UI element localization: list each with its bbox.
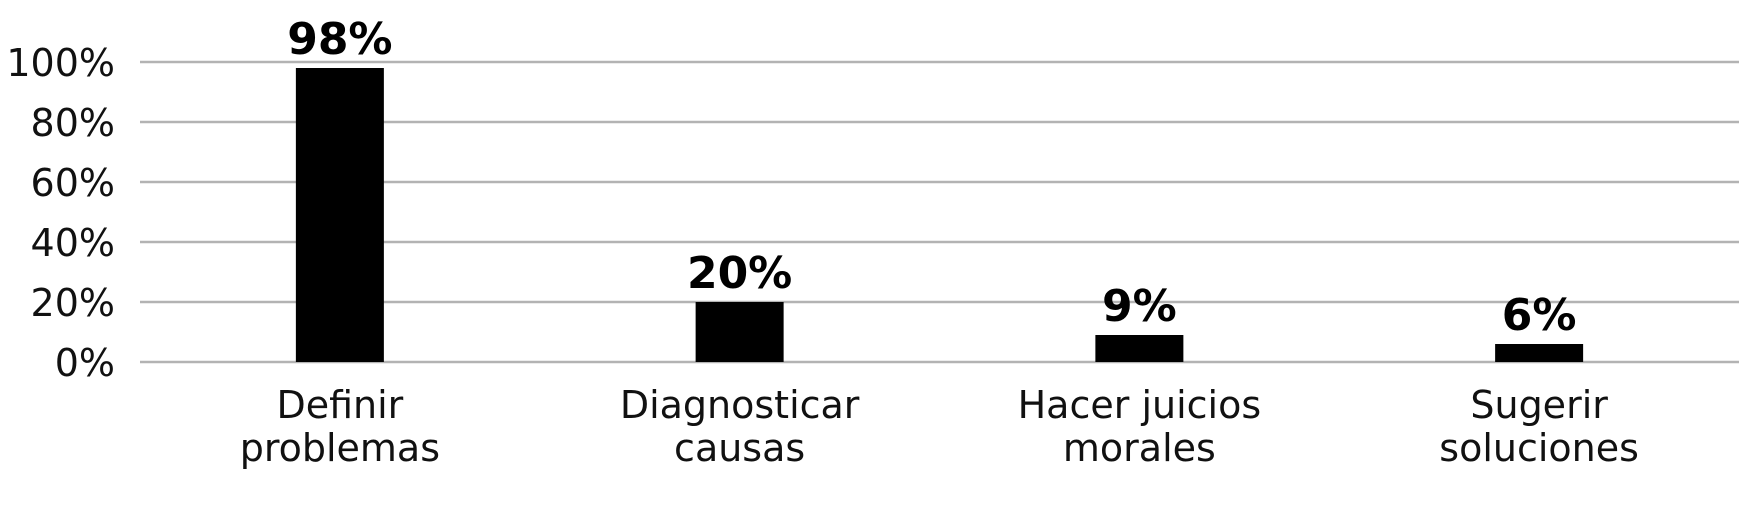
y-tick-label: 20% (31, 281, 115, 325)
x-tick-label: Hacer juicios (1018, 383, 1262, 427)
gridlines (140, 60, 1739, 364)
data-label: 98% (287, 14, 392, 65)
bar (1495, 344, 1584, 362)
y-tick-label: 40% (31, 221, 115, 265)
y-tick-label: 80% (31, 101, 115, 145)
bar (1095, 335, 1184, 362)
x-tick-label: causas (674, 426, 805, 470)
bars (295, 68, 1584, 362)
y-axis-tick-labels: 0% 20% 40% 60% 80% 100% (6, 41, 115, 385)
bar (695, 302, 784, 362)
x-tick-label: Definir (276, 383, 403, 427)
y-tick-label: 0% (55, 341, 115, 385)
x-tick-label: Diagnosticar (620, 383, 860, 427)
x-tick-label: Sugerir (1470, 383, 1608, 427)
data-label: 6% (1502, 290, 1577, 341)
x-tick-label: soluciones (1439, 426, 1639, 470)
x-tick-label: problemas (240, 426, 440, 470)
data-labels: 98% 20% 9% 6% (287, 14, 1576, 341)
y-tick-label: 60% (31, 161, 115, 205)
y-tick-label: 100% (6, 41, 115, 85)
data-label: 20% (687, 248, 792, 299)
data-label: 9% (1102, 281, 1177, 332)
bar (295, 68, 384, 362)
x-tick-label: morales (1063, 426, 1216, 470)
